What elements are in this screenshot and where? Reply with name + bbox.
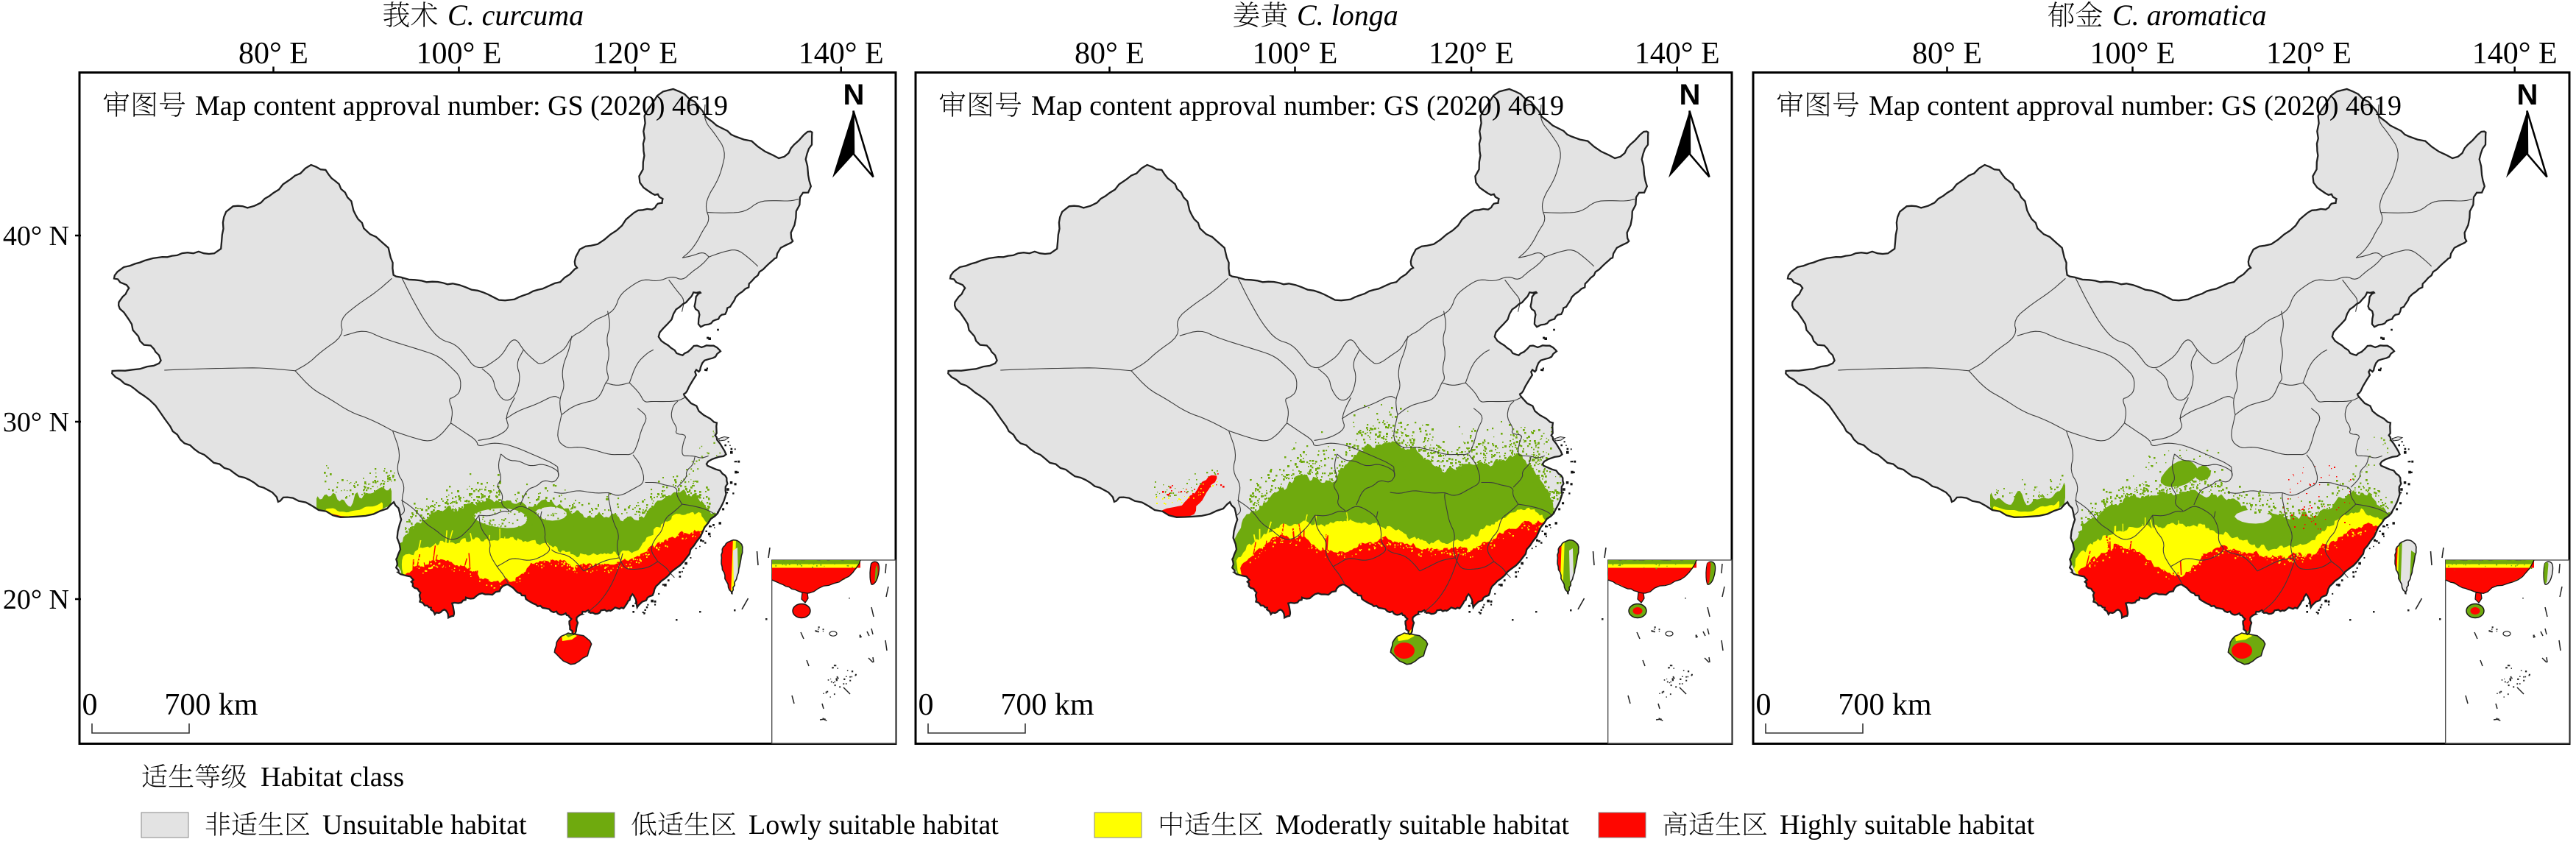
svg-text:140° E: 140° E	[2472, 37, 2558, 71]
svg-text:100° E: 100° E	[417, 37, 502, 71]
svg-text:100° E: 100° E	[2090, 37, 2176, 71]
svg-text:Moderatly suitable habitat: Moderatly suitable habitat	[1275, 810, 1569, 840]
svg-text:100° E: 100° E	[1253, 37, 1338, 71]
svg-text:120° E: 120° E	[592, 37, 678, 71]
svg-text:80° E: 80° E	[1075, 37, 1144, 71]
svg-text:20° N: 20° N	[3, 584, 69, 615]
svg-text:120° E: 120° E	[2266, 37, 2352, 71]
svg-text:80° E: 80° E	[238, 37, 308, 71]
svg-text:Highly suitable habitat: Highly suitable habitat	[1780, 810, 2035, 840]
svg-text:Habitat class: Habitat class	[261, 762, 404, 793]
svg-text:140° E: 140° E	[1635, 37, 1720, 71]
svg-text:140° E: 140° E	[799, 37, 884, 71]
svg-text:C. aromatica: C. aromatica	[2112, 0, 2267, 32]
svg-text:40° N: 40° N	[3, 221, 69, 252]
svg-text:C. longa: C. longa	[1297, 0, 1398, 32]
svg-text:30° N: 30° N	[3, 407, 69, 438]
svg-text:80° E: 80° E	[1912, 37, 1982, 71]
svg-text:Lowly suitable habitat: Lowly suitable habitat	[749, 810, 999, 840]
svg-text:C. curcuma: C. curcuma	[447, 0, 584, 32]
svg-text:120° E: 120° E	[1429, 37, 1514, 71]
svg-text:Unsuitable habitat: Unsuitable habitat	[322, 810, 527, 840]
